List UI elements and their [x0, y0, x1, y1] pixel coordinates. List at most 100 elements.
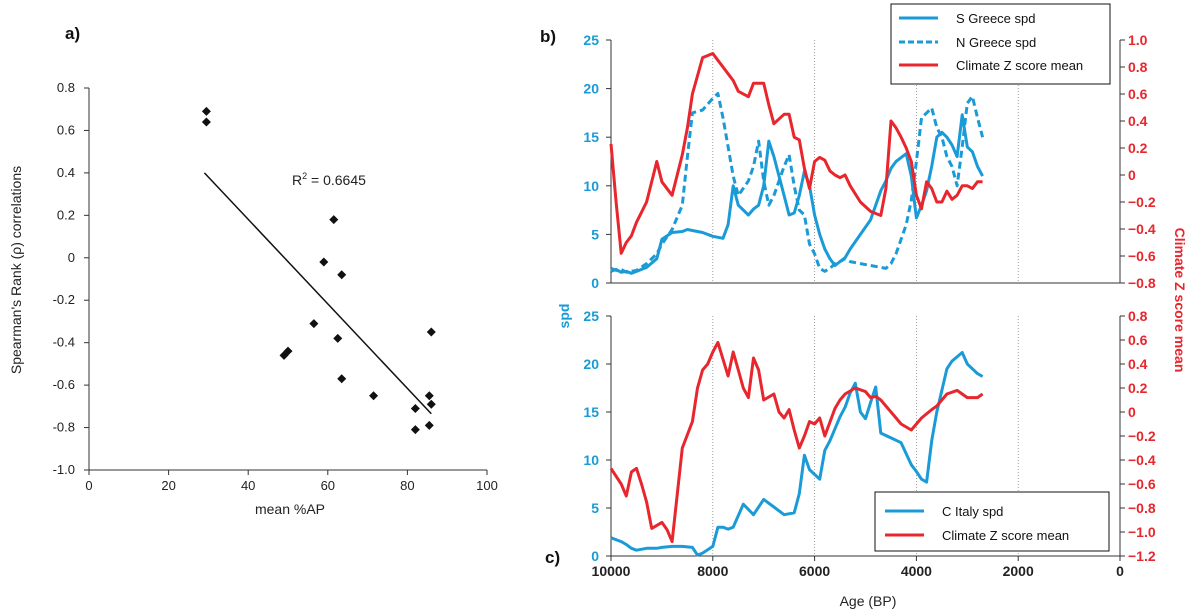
left-y-tick-label: 0: [591, 548, 599, 564]
x-tick-label: 4000: [901, 563, 932, 579]
right-y-tick-label: 0.4: [1128, 113, 1148, 129]
right-y-tick-label: 0: [1128, 404, 1136, 420]
panel-a-label: a): [65, 24, 80, 43]
right-y-tick-label: 0.8: [1128, 308, 1148, 324]
right-y-tick-label: 0.6: [1128, 86, 1148, 102]
right-y-tick-label: −0.2: [1128, 428, 1156, 444]
panel-a-y-axis-label: Spearman's Rank (ρ) correlations: [8, 166, 24, 374]
scatter-point: [309, 319, 319, 329]
scatter-point: [201, 106, 211, 116]
panel-c-left-y-ticks: 0 5 10 15 20 25: [583, 308, 611, 564]
x-tick-label: 60: [321, 478, 335, 493]
right-y-tick-label: −0.6: [1128, 248, 1156, 264]
right-y-tick-label: −0.6: [1128, 476, 1156, 492]
panel-c-right-y-ticks: 0.8 0.6 0.4 0.2 0 −0.2 −0.4 −0.6 −0.8 −1.0 −1.2: [1120, 308, 1156, 564]
x-tick-label: 8000: [697, 563, 728, 579]
scatter-point: [424, 420, 434, 430]
panel-b-axes: [610, 40, 1121, 284]
x-tick-label: 10000: [592, 563, 631, 579]
panel-c-legend: C Italy spd Climate Z score mean: [874, 491, 1110, 552]
legend-label-c-italy: C Italy spd: [942, 504, 1003, 519]
left-y-tick-label: 5: [591, 500, 599, 516]
r-squared-value: = 0.6645: [307, 172, 366, 188]
panel-b-left-y-ticks: 0 5 10 15 20 25: [583, 32, 611, 291]
left-y-tick-label: 10: [583, 178, 599, 194]
spd-axis-label: spd: [556, 304, 572, 329]
x-tick-label: 20: [161, 478, 175, 493]
y-tick-label: -1.0: [53, 462, 75, 477]
left-y-tick-label: 0: [591, 275, 599, 291]
scatter-point: [283, 346, 293, 356]
legend-label-climate-c: Climate Z score mean: [942, 528, 1069, 543]
r-squared-superscript: 2: [302, 171, 307, 181]
legend-label-climate-b: Climate Z score mean: [956, 58, 1083, 73]
y-tick-label: -0.4: [53, 335, 75, 350]
right-y-tick-label: 0: [1128, 167, 1136, 183]
right-y-tick-label: 0.6: [1128, 332, 1148, 348]
right-y-tick-label: −0.8: [1128, 500, 1156, 516]
scatter-point: [369, 391, 379, 401]
panel-c-x-axis-label: Age (BP): [840, 593, 897, 609]
scatter-point: [333, 333, 343, 343]
x-tick-label: 0: [85, 478, 92, 493]
left-y-tick-label: 20: [583, 81, 599, 97]
right-y-tick-label: 1.0: [1128, 32, 1148, 48]
panel-b-series-lines: [609, 52, 985, 275]
right-y-tick-label: 0.2: [1128, 380, 1148, 396]
right-y-tick-label: 0.4: [1128, 356, 1148, 372]
panel-c-gridlines: [712, 316, 1019, 556]
scatter-point: [410, 425, 420, 435]
left-y-tick-label: 20: [583, 356, 599, 372]
panel-c-x-ticks: 10000 8000 6000 4000 2000 0: [592, 556, 1124, 579]
x-tick-label: 2000: [1003, 563, 1034, 579]
panel-a-axes: [88, 88, 487, 471]
y-tick-label: 0.8: [57, 80, 75, 95]
panel-a-scatter: a) 0.80.60.40.20-0.2-0.4-0.6-0.8-1.0 0 20…: [8, 24, 498, 517]
panel-a-y-ticks: 0.8 0.6 0.4 0.2 0 -0.2 -0.4 -0.6 -0.8 -1.0: [53, 80, 89, 477]
scatter-point: [337, 270, 347, 280]
left-y-tick-label: 15: [583, 129, 599, 145]
right-y-tick-label: −0.2: [1128, 194, 1156, 210]
panel-c-line-chart: c) 0 5 10 15 20 25 0.8 0.6 0.4 0.2 0 −0.2 −0.4 −0.6 −…: [545, 308, 1156, 609]
y-tick-label: 0: [68, 250, 75, 265]
left-y-tick-label: 25: [583, 308, 599, 324]
y-tick-label: 0.4: [57, 165, 75, 180]
panel-b-label: b): [540, 27, 556, 46]
scatter-point: [337, 374, 347, 384]
scatter-point: [319, 257, 329, 267]
scatter-point: [201, 117, 211, 127]
scatter-points: [201, 106, 436, 435]
legend-box: [874, 491, 1110, 552]
panel-a-x-ticks: 0 20 40 60 80 100: [85, 470, 498, 493]
left-y-tick-label: 25: [583, 32, 599, 48]
y-tick-label: -0.2: [53, 292, 75, 307]
legend-label-n-greece: N Greece spd: [956, 35, 1036, 50]
x-tick-label: 100: [476, 478, 498, 493]
x-tick-label: 0: [1116, 563, 1124, 579]
scatter-point: [329, 215, 339, 225]
y-tick-label: 0.6: [57, 122, 75, 137]
series-line-n-greece-spd: [610, 92, 985, 274]
panel-c-series-lines: [609, 340, 984, 557]
r-squared-main: R: [292, 172, 302, 188]
scatter-point: [426, 399, 436, 409]
x-tick-label: 80: [400, 478, 414, 493]
left-y-tick-label: 10: [583, 452, 599, 468]
right-y-tick-label: −0.4: [1128, 221, 1156, 237]
scatter-point: [424, 391, 434, 401]
right-y-tick-label: −1.2: [1128, 548, 1156, 564]
series-line-climate-z-score-mean: [609, 52, 983, 255]
left-y-tick-label: 5: [591, 226, 599, 242]
panel-b-line-chart: b) 0 5 10 15 20 25 1.0 0.8 0.6 0.4 0.2 0 −0.2 −0.4 −0…: [540, 3, 1156, 291]
series-line-c-italy-spd: [610, 351, 984, 557]
panel-a-x-axis-label: mean %AP: [255, 501, 325, 517]
panel-c-label: c): [545, 548, 560, 567]
left-y-tick-label: 15: [583, 404, 599, 420]
right-y-tick-label: 0.2: [1128, 140, 1148, 156]
r-squared-annotation: R2 = 0.6645: [292, 171, 366, 188]
trendline: [203, 172, 432, 415]
scatter-point: [410, 403, 420, 413]
x-tick-label: 40: [241, 478, 255, 493]
right-y-tick-label: −0.8: [1128, 275, 1156, 291]
